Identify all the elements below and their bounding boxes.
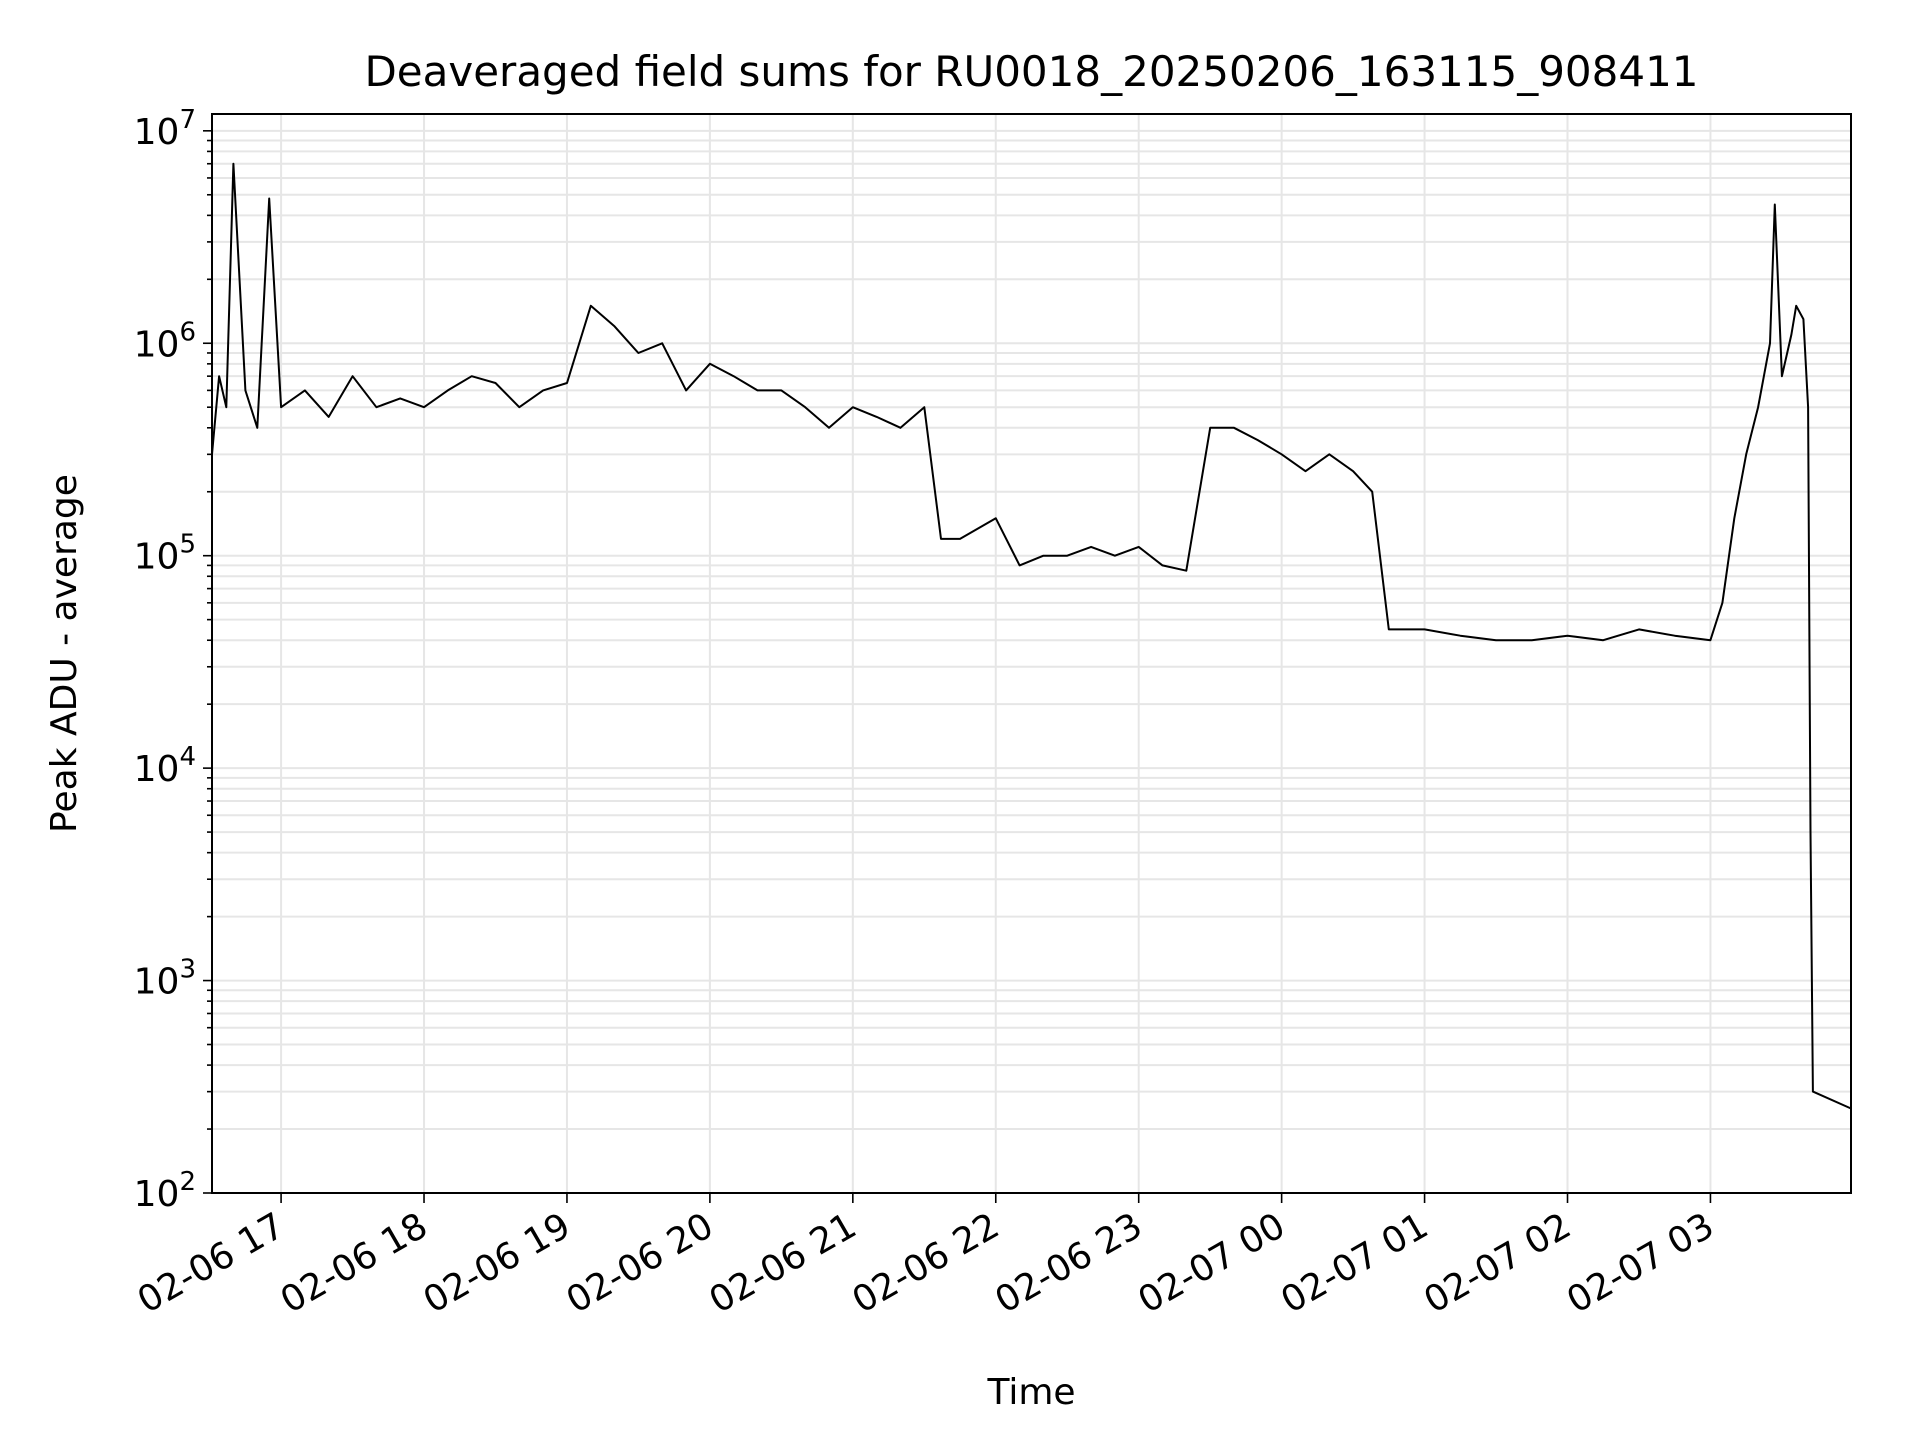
y-tick-label: 102 bbox=[134, 1167, 196, 1215]
y-tick-label: 106 bbox=[134, 317, 196, 365]
data-series bbox=[211, 162, 1852, 1110]
grid-lines bbox=[212, 114, 1851, 1194]
plot-area-frame bbox=[211, 113, 1852, 1194]
y-tick-label: 107 bbox=[134, 105, 196, 153]
x-axis-label: Time bbox=[986, 1372, 1075, 1413]
series-line-0 bbox=[211, 162, 1852, 1110]
y-tick-label: 105 bbox=[134, 530, 196, 578]
chart-title: Deaveraged field sums for RU0018_2025020… bbox=[364, 47, 1698, 96]
y-axis-label: Peak ADU - average bbox=[44, 474, 85, 833]
y-tick-label: 103 bbox=[134, 955, 196, 1003]
y-tick-label: 104 bbox=[134, 742, 196, 790]
